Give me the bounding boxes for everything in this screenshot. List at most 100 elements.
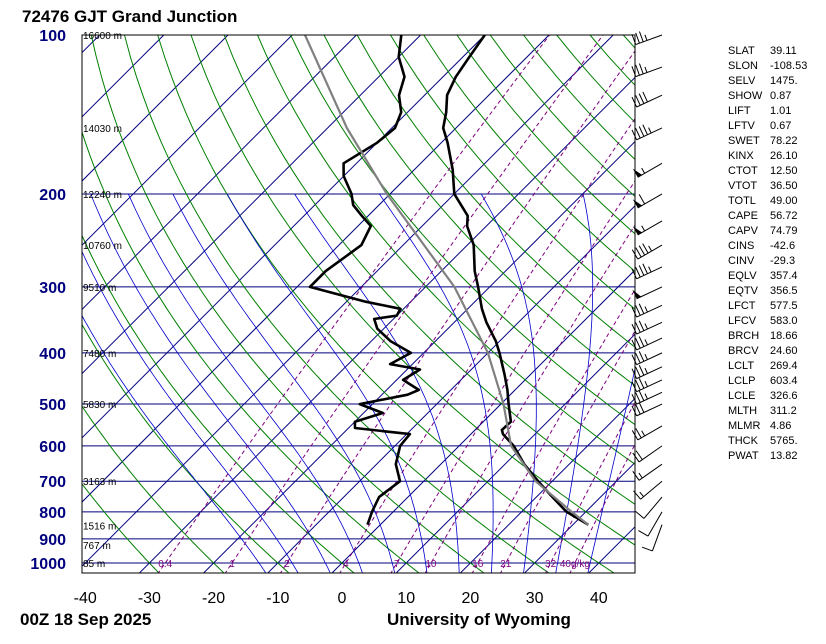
wind-barb — [638, 511, 663, 537]
mixing-ratio-label: 32 — [545, 559, 557, 570]
height-label: 9510 m — [83, 283, 116, 294]
index-name: SLAT — [728, 45, 755, 57]
wind-barb — [631, 63, 663, 78]
index-value: 49.00 — [770, 195, 798, 207]
index-value: 577.5 — [770, 300, 798, 312]
dry-adiabat — [257, 35, 635, 465]
index-value: 269.4 — [770, 360, 798, 372]
pressure-tick-label: 100 — [39, 28, 66, 45]
index-value: 56.72 — [770, 210, 798, 222]
index-value: 0.87 — [770, 90, 791, 102]
moist-adiabat — [90, 193, 331, 573]
index-name: LCLE — [728, 390, 756, 402]
wind-barb — [631, 378, 663, 393]
isotherm-line — [82, 35, 293, 246]
mixing-ratio-line — [339, 117, 635, 573]
wind-barb — [631, 320, 663, 335]
pressure-tick-label: 1000 — [30, 556, 66, 573]
isotherm-line — [82, 35, 614, 567]
mixing-ratio-label: 10 — [425, 559, 437, 570]
index-name: LCLP — [728, 375, 756, 387]
height-label: 1516 m — [83, 522, 116, 533]
moist-adiabat — [378, 193, 494, 573]
index-value: 36.50 — [770, 180, 798, 192]
dry-adiabat — [82, 130, 420, 573]
parcel-path — [303, 35, 590, 526]
wind-barb — [631, 31, 663, 46]
index-name: PWAT — [728, 450, 759, 462]
temperature-tick-label: 20 — [462, 590, 480, 607]
pressure-tick-label: 900 — [39, 532, 66, 549]
index-name: VTOT — [728, 180, 757, 192]
height-label: 12240 m — [83, 190, 122, 201]
temperature-tick-label: 30 — [526, 590, 544, 607]
wind-barb — [631, 390, 663, 405]
height-label: 5830 m — [83, 400, 116, 411]
index-name: LCLT — [728, 360, 754, 372]
dry-adiabat — [190, 35, 635, 546]
index-name: CAPE — [728, 210, 758, 222]
wind-barb — [631, 402, 663, 417]
moist-adiabat — [127, 193, 363, 573]
stability-indices: SLAT 39.11 SLON -108.53 SELV 1475. SHOW 0.87 LIF… — [728, 45, 807, 462]
index-value: 583.0 — [770, 315, 798, 327]
height-label: 85 m — [83, 559, 105, 570]
wind-barb — [631, 365, 663, 380]
pressure-tick-label: 600 — [39, 439, 66, 456]
observation-time: 00Z 18 Sep 2025 — [20, 610, 151, 629]
isotherm-line — [202, 140, 635, 573]
height-label: 14030 m — [83, 124, 122, 135]
isotherm-line — [523, 461, 635, 573]
mixing-ratio-line — [499, 330, 635, 573]
index-value: 39.11 — [770, 45, 797, 57]
height-label: 10760 m — [83, 241, 122, 252]
mixing-ratio-label: 1 — [229, 559, 235, 570]
wind-barb — [631, 351, 663, 366]
wind-barb — [631, 124, 663, 141]
pressure-tick-label: 800 — [39, 505, 66, 522]
index-name: EQTV — [728, 285, 759, 297]
temperature-tick-label: 10 — [397, 590, 415, 607]
height-label: 7480 m — [83, 349, 116, 360]
index-value: 4.86 — [770, 420, 791, 432]
index-name: SLON — [728, 60, 758, 72]
wind-barbs — [631, 31, 663, 552]
dry-adiabat — [390, 35, 635, 310]
mixing-ratio-label: 4 — [343, 559, 349, 570]
profile-layer — [303, 35, 590, 526]
index-name: TOTL — [728, 195, 756, 207]
index-name: THCK — [728, 435, 759, 447]
pressure-tick-label: 700 — [39, 474, 66, 491]
mixing-ratio-label: 16 — [472, 559, 484, 570]
moist-adiabat — [587, 366, 635, 573]
dry-adiabat — [423, 35, 635, 272]
index-name: CINV — [728, 255, 755, 267]
temperature-tick-label: -20 — [202, 590, 225, 607]
index-value: 24.60 — [770, 345, 798, 357]
index-value: 5765. — [770, 435, 798, 447]
temperature-tick-label: -10 — [266, 590, 289, 607]
wind-barb — [632, 162, 663, 178]
index-name: SWET — [728, 135, 760, 147]
index-name: LIFT — [728, 105, 751, 117]
height-label: 3163 m — [83, 477, 116, 488]
isotherm-line — [82, 35, 357, 311]
wind-barb — [631, 336, 663, 351]
wind-barb — [631, 303, 663, 318]
isotherm-line — [459, 397, 635, 573]
wind-barb — [635, 496, 663, 519]
temperature-profile — [441, 35, 590, 526]
index-value: -108.53 — [770, 60, 807, 72]
index-value: 357.4 — [770, 270, 798, 282]
chart-title: 72476 GJT Grand Junction — [22, 7, 237, 26]
mixing-ratio-line — [279, 50, 635, 573]
index-name: LFTV — [728, 120, 756, 132]
pressure-tick-label: 500 — [39, 397, 66, 414]
mixing-ratio-label: 21 — [500, 559, 512, 570]
dry-adiabat — [82, 234, 355, 573]
index-name: CINS — [728, 240, 754, 252]
pressure-tick-label: 300 — [39, 280, 66, 297]
index-name: MLTH — [728, 405, 757, 417]
